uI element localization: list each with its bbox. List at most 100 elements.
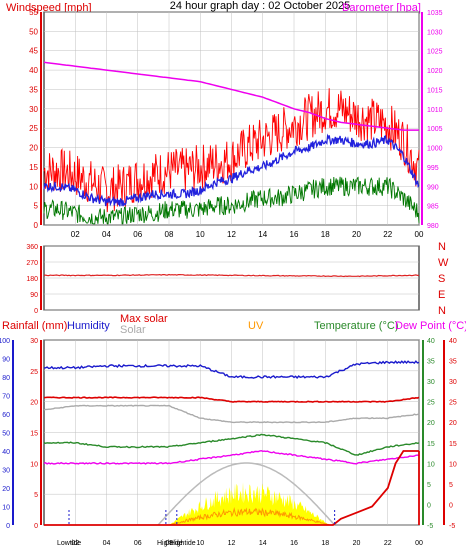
dewpoint-tick-label: 20 (449, 420, 457, 427)
humidity-tick-label: 60 (2, 412, 10, 419)
humidity-tick-label: 0 (6, 523, 10, 530)
time-tick-label: 12 (227, 230, 236, 239)
windspeed-tick-label: 20 (29, 144, 38, 153)
time-tick-label: 04 (103, 540, 111, 547)
dewpoint-tick-label: 35 (449, 359, 457, 366)
compass-letter: E (438, 289, 445, 301)
dewpoint-tick-label: 25 (449, 400, 457, 407)
rain-tick-label: 15 (30, 431, 38, 438)
humidity-tick-label: 40 (2, 449, 10, 456)
time-tick-label: 02 (71, 230, 80, 239)
dewpoint-tick-label: 40 (449, 338, 457, 345)
barometer-tick-label: 1020 (427, 68, 443, 75)
rain-tick-label: 30 (30, 338, 38, 345)
dewpoint-tick-label: -5 (449, 523, 455, 530)
time-tick-label: 20 (352, 230, 361, 239)
time-tick-label: 04 (102, 230, 111, 239)
temperature-tick-label: -5 (427, 523, 433, 530)
humidity-tick-label: 90 (2, 357, 10, 364)
barometer-tick-label: 1015 (427, 87, 443, 94)
windspeed-tick-label: 0 (34, 221, 39, 230)
time-tick-label: 06 (134, 540, 142, 547)
barometer-tick-label: 990 (427, 184, 439, 191)
time-tick-label: 12 (228, 540, 236, 547)
direction-tick-label: 0 (34, 308, 38, 315)
time-tick-label: 18 (321, 540, 329, 547)
windspeed-tick-label: 55 (29, 8, 38, 17)
windspeed-tick-label: 15 (29, 163, 38, 172)
barometer-tick-label: 1005 (427, 126, 443, 133)
temperature-tick-label: 0 (427, 502, 431, 509)
time-tick-label: 20 (353, 540, 361, 547)
direction-tick-label: 360 (26, 244, 38, 251)
solar-label: Solar (120, 324, 146, 336)
time-tick-label: 14 (258, 230, 267, 239)
time-tick-label: 00 (415, 540, 423, 547)
dewpoint-tick-label: 15 (449, 441, 457, 448)
dewpoint-tick-label: 10 (449, 461, 457, 468)
compass-letter: W (438, 257, 449, 269)
windspeed-tick-label: 5 (34, 202, 39, 211)
direction-tick-label: 180 (26, 276, 38, 283)
temperature-tick-label: 25 (427, 400, 435, 407)
wind-barometer-panel: 0510152025303540455055980985990995100010… (29, 8, 443, 239)
temperature-tick-label: 20 (427, 420, 435, 427)
barometer-tick-label: 1030 (427, 29, 443, 36)
time-tick-label: 16 (290, 540, 298, 547)
barometer-tick-label: 980 (427, 223, 439, 230)
time-tick-label: 14 (259, 540, 267, 547)
direction-tick-label: 90 (30, 292, 38, 299)
humidity-tick-label: 10 (2, 505, 10, 512)
barometer-tick-label: 1000 (427, 146, 443, 153)
time-tick-label: 22 (384, 540, 392, 547)
rain-tick-label: 25 (30, 369, 38, 376)
dewpoint-tick-label: 5 (449, 482, 453, 489)
rain-tick-label: 5 (34, 492, 38, 499)
time-tick-label: 16 (290, 230, 299, 239)
barometer-tick-label: 1025 (427, 49, 443, 56)
humidity-label: Humidity (67, 320, 110, 332)
time-tick-label: 18 (321, 230, 330, 239)
windspeed-tick-label: 45 (29, 47, 38, 56)
weather-panel: 0102030405060708090100051015202530-50510… (0, 338, 457, 547)
humidity-tick-label: 100 (0, 338, 10, 345)
rain-tick-label: 0 (34, 523, 38, 530)
barometer-tick-label: 995 (427, 165, 439, 172)
time-tick-label: 08 (165, 230, 174, 239)
barometer-tick-label: 1010 (427, 107, 443, 114)
windspeed-tick-label: 30 (29, 105, 38, 114)
windspeed-tick-label: 10 (29, 182, 38, 191)
rain-tick-label: 20 (30, 400, 38, 407)
tide-label: Hightide (170, 540, 196, 547)
temperature-tick-label: 10 (427, 461, 435, 468)
humidity-tick-label: 70 (2, 394, 10, 401)
humidity-tick-label: 30 (2, 468, 10, 475)
compass-letter: N (438, 241, 446, 253)
dewpoint-label: Dew Point (°C) (395, 320, 466, 332)
temperature-tick-label: 30 (427, 379, 435, 386)
tide-label: Lowtide (57, 540, 81, 547)
time-tick-label: 06 (133, 230, 142, 239)
dewpoint-tick-label: 0 (449, 502, 453, 509)
windspeed-tick-label: 40 (29, 66, 38, 75)
temperature-tick-label: 15 (427, 441, 435, 448)
temperature-tick-label: 40 (427, 338, 435, 345)
uv-label: UV (248, 320, 264, 332)
dewpoint-tick-label: 30 (449, 379, 457, 386)
time-tick-label: 22 (383, 230, 392, 239)
rainfall-label: Rainfall (mm) (2, 320, 67, 332)
windspeed-tick-label: 50 (29, 27, 38, 36)
rain-tick-label: 10 (30, 461, 38, 468)
compass-letter: N (438, 305, 446, 317)
windspeed-tick-label: 25 (29, 124, 38, 133)
temperature-label: Temperature (°C) (314, 320, 398, 332)
barometer-tick-label: 1035 (427, 10, 443, 17)
windspeed-tick-label: 35 (29, 85, 38, 94)
barometer-tick-label: 985 (427, 204, 439, 211)
humidity-tick-label: 20 (2, 486, 10, 493)
temperature-tick-label: 5 (427, 482, 431, 489)
time-tick-label: 00 (415, 230, 424, 239)
direction-tick-label: 270 (26, 260, 38, 267)
